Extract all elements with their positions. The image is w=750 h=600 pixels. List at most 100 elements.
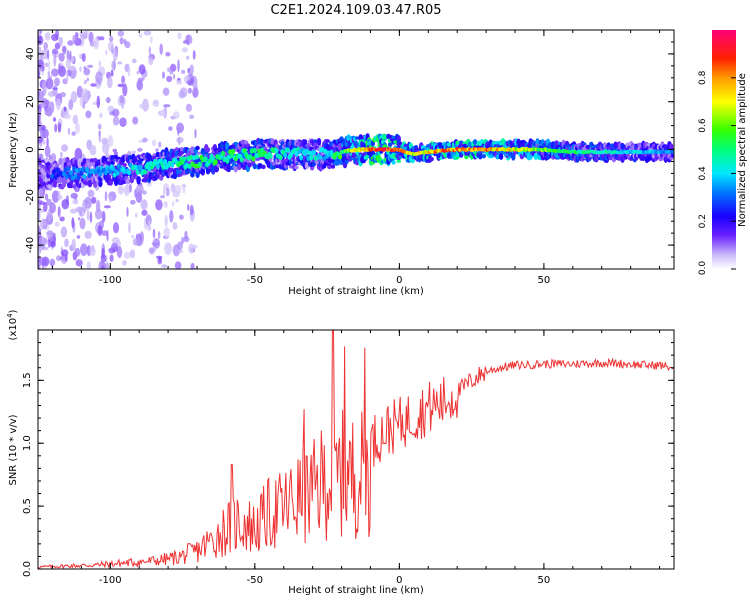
spectrogram-noise-cell: [50, 241, 56, 248]
snr-y-ticks: 0.0 0.5 1.0 1.5: [22, 342, 674, 577]
spectrogram-ridge-cell: [197, 161, 202, 167]
spectrogram-band-cell: [122, 162, 127, 168]
spectrogram-noise-cell: [81, 88, 89, 102]
spectrogram-noise-cell: [90, 83, 97, 87]
spectrogram-ridge-cell: [85, 167, 90, 173]
spectrogram-band-cell: [138, 160, 143, 164]
spectrogram-ridge-cell: [127, 170, 132, 176]
spectrogram-ridge-cell: [248, 154, 253, 160]
spectrogram-noise-cell: [99, 36, 105, 41]
spectrogram-x-label: Height of straight line (km): [288, 286, 424, 297]
spectrogram-ridge-cell: [338, 154, 343, 160]
snr-x-tick-label: 50: [538, 575, 551, 586]
spectrogram-ridge-cell: [111, 166, 116, 172]
spectrogram-noise-cell: [78, 217, 81, 221]
spectrogram-band-cell: [302, 139, 308, 144]
spectrogram-noise-cell: [64, 238, 69, 248]
spectrogram-band-cell: [211, 165, 216, 173]
spectrogram-noise-cell: [54, 221, 60, 227]
spectrogram-noise-cell: [105, 97, 111, 103]
spectrogram-noise-cell: [38, 59, 45, 69]
spectrogram-noise-cell: [139, 103, 145, 109]
spectrogram-noise-cell: [70, 91, 78, 103]
spectrogram-noise-cell: [174, 184, 182, 195]
spectrogram-ridge-cell: [225, 158, 230, 164]
spectrogram-noise-cell: [107, 105, 115, 113]
spectrogram-noise-cell: [143, 30, 152, 36]
spectrogram-noise-cell: [64, 114, 71, 119]
spectrogram-noise-cell: [58, 63, 61, 73]
spectrogram-noise-cell: [110, 69, 114, 77]
spectrogram-noise-cell: [135, 183, 144, 195]
spectrogram-noise-cell: [146, 181, 152, 187]
spectrogram-noise-cell: [58, 36, 63, 47]
spectrogram-noise-cell: [174, 261, 182, 269]
spectrogram-noise-cell: [57, 206, 61, 218]
snr-y-label: SNR (10 * v/v): [8, 414, 19, 485]
spectrogram-band-cell: [472, 139, 478, 145]
spectrogram-noise-cell: [72, 35, 76, 43]
spectrogram-band-cell: [178, 173, 183, 177]
spectrogram-band-cell: [136, 177, 141, 185]
spectrogram-band-cell: [294, 165, 299, 170]
spectrogram-band-cell: [327, 165, 332, 170]
spectrogram-noise-cell: [51, 190, 60, 203]
spectrogram-noise-cell: [43, 202, 48, 213]
spectrogram-band-cell: [72, 184, 77, 189]
spectrogram-band-cell: [408, 142, 414, 149]
spectrogram-ridge-cell: [156, 163, 160, 169]
spectrogram-noise-cell: [53, 53, 57, 67]
spectrogram-band-cell: [386, 150, 391, 155]
spectrogram-noise-cell: [84, 230, 92, 239]
spectrogram-band-cell: [205, 147, 211, 153]
spectrogram-ridge-cell: [51, 169, 56, 175]
spectrogram-band-cell: [351, 152, 356, 159]
spectrogram-band-cell: [224, 144, 230, 150]
spectrogram-band-cell: [270, 138, 275, 145]
spectrogram-band-cell: [89, 162, 95, 167]
spectrogram-band-cell: [126, 178, 131, 185]
snr-x-tick-label: -100: [99, 575, 122, 586]
spectrogram-noise-cell: [39, 127, 47, 140]
spectrogram-band-cell: [197, 151, 202, 155]
spectrogram-noise-cell: [166, 75, 173, 83]
spectrogram-noise-cell: [165, 51, 171, 57]
spectrogram-noise-cell: [121, 75, 126, 84]
spectrogram-noise-cell: [132, 116, 139, 125]
spectrogram-noise-cell: [142, 98, 149, 112]
spectrogram-band-cell: [169, 167, 174, 173]
spectrogram-noise-cell: [83, 79, 87, 85]
spectrogram-band-cell: [226, 164, 231, 173]
spectrogram-noise-cell: [57, 190, 61, 200]
spectrogram-noise-cell: [38, 249, 41, 257]
spectrogram-noise-cell: [62, 78, 68, 85]
spectrogram-band-cell: [464, 154, 469, 160]
spectrogram-noise-cell: [186, 80, 194, 85]
spectrogram-y-tick-label: 0: [25, 146, 36, 152]
spectrogram-ridge-cell: [134, 164, 139, 171]
spectrogram-noise-cell: [188, 243, 194, 254]
spectrogram-noise-cell: [117, 83, 125, 88]
spectrogram-noise-cell: [83, 68, 91, 76]
spectrogram-ridge-cell: [203, 156, 208, 162]
spectrogram-band-cell: [481, 154, 486, 159]
spectrogram-band-cell: [261, 164, 266, 170]
spectrogram-band-cell: [39, 181, 44, 189]
spectrogram-noise-cell: [152, 228, 156, 239]
spectrogram-noise-cell: [162, 71, 165, 79]
spectrogram-noise-cell: [102, 141, 110, 154]
spectrogram-noise-cell: [168, 126, 173, 131]
spectrogram-band-cell: [41, 159, 46, 163]
spectrogram-noise-cell: [98, 130, 102, 143]
spectrogram-ridge-cell: [170, 162, 175, 168]
colorbar-tick-label: 0.4: [698, 166, 708, 181]
spectrogram-noise-cell: [148, 247, 155, 255]
spectrogram-noise-cell: [119, 117, 127, 127]
spectrogram-noise-cell: [61, 144, 69, 152]
spectrogram-ridge-cell: [278, 154, 283, 160]
spectrogram-noise-cell: [170, 184, 176, 193]
spectrogram-noise-cell: [65, 58, 71, 69]
spectrogram-noise-cell: [39, 219, 44, 229]
spectrogram-ridge-cell: [163, 159, 168, 165]
spectrogram-ridge-cell: [294, 151, 299, 157]
